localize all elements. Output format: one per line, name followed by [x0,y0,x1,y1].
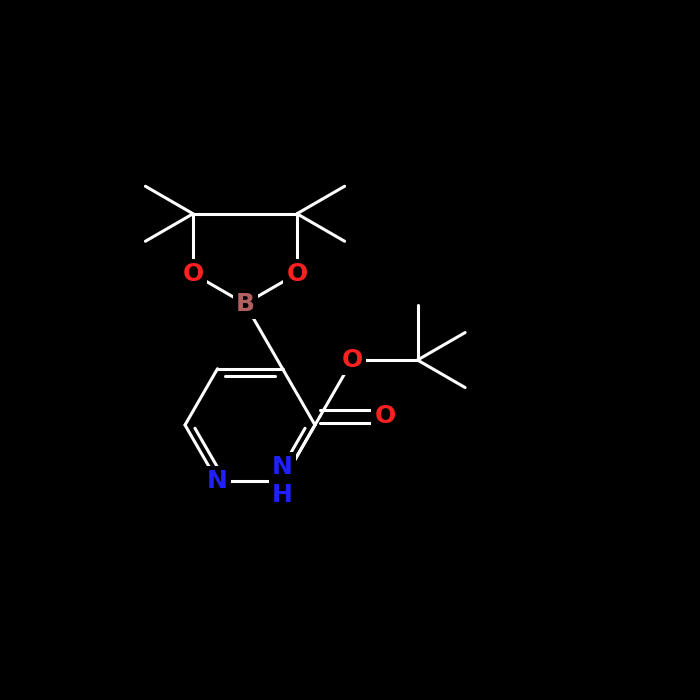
Text: O: O [374,405,395,428]
Text: O: O [183,262,204,286]
Text: O: O [342,348,363,372]
Text: O: O [286,262,307,286]
Text: B: B [235,292,255,316]
Text: N: N [207,469,228,493]
Text: N
H: N H [272,456,293,507]
